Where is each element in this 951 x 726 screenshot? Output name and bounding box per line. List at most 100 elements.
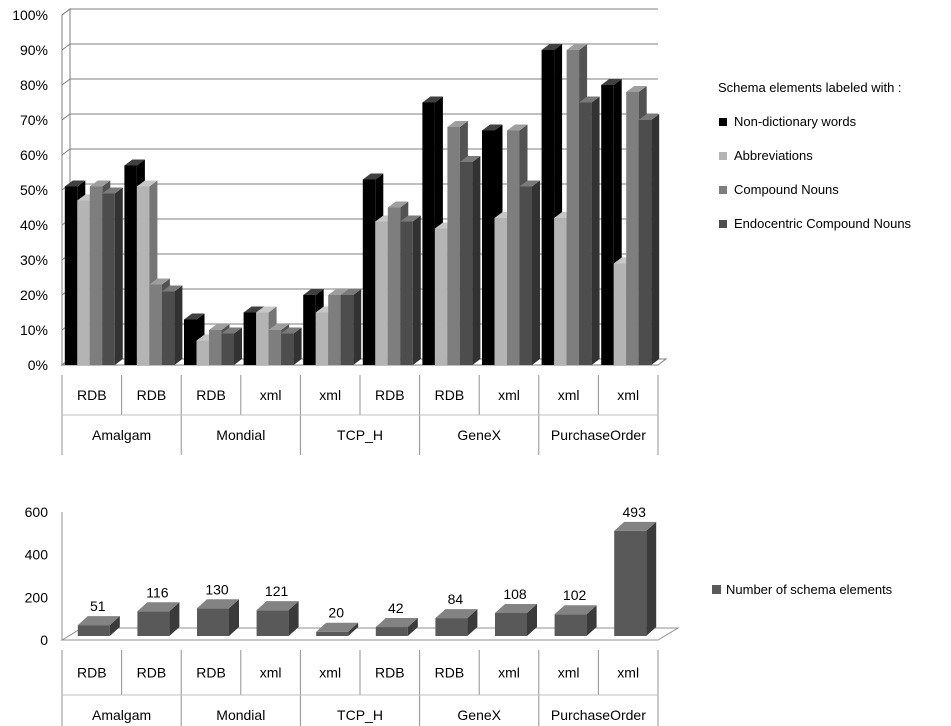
y-tick-label: 200 <box>25 589 49 605</box>
bar <box>459 156 481 365</box>
y-tick-label: 90% <box>20 42 48 58</box>
bar-front <box>626 92 639 365</box>
bar-front <box>434 228 448 365</box>
bar-side <box>288 601 299 636</box>
bar-top <box>64 180 86 187</box>
bar-side <box>348 622 359 636</box>
bar-top <box>579 96 600 103</box>
bar-top <box>614 521 657 531</box>
bar <box>400 215 421 365</box>
bar-front <box>209 330 222 365</box>
data-label: 84 <box>448 591 464 607</box>
bar <box>495 603 537 636</box>
bar-top <box>554 605 597 615</box>
bar-front <box>519 186 532 365</box>
gridline <box>61 8 658 16</box>
bar-side <box>586 605 597 636</box>
bar-side <box>591 96 600 365</box>
bar-front <box>316 631 349 636</box>
bar-side <box>467 609 478 636</box>
bar-front <box>507 130 520 365</box>
bar <box>102 187 123 365</box>
bar-front <box>303 295 316 365</box>
bar-top <box>375 618 418 628</box>
bar-top <box>124 159 145 166</box>
category-label: xml <box>319 665 341 681</box>
y-tick-label: 600 <box>25 504 49 520</box>
y-tick-label: 100% <box>12 7 48 23</box>
y-tick-label: 20% <box>20 287 48 303</box>
bar-top <box>136 180 158 187</box>
bar <box>638 114 660 365</box>
category-label: xml <box>260 387 282 403</box>
y-tick-label: 0% <box>28 357 48 373</box>
bar <box>519 180 540 365</box>
bar-top <box>638 114 660 120</box>
bar-front <box>221 333 234 365</box>
bar-front <box>362 179 376 365</box>
bar-top <box>482 124 503 131</box>
category-label: RDB <box>435 665 465 681</box>
bar-front <box>495 612 527 636</box>
bar-top <box>256 601 299 611</box>
bar-top <box>507 124 528 131</box>
legend-swatch <box>719 220 727 228</box>
bar-front <box>124 165 137 365</box>
bar-front <box>256 610 289 636</box>
bar-top <box>601 79 622 85</box>
y-tick-label: 60% <box>20 147 48 163</box>
data-label: 51 <box>90 598 106 614</box>
gridline <box>61 113 658 121</box>
data-label: 42 <box>388 600 404 616</box>
bar <box>137 602 180 636</box>
category-label: RDB <box>77 665 107 681</box>
category-label: RDB <box>196 387 226 403</box>
group-label: GeneX <box>457 707 501 723</box>
group-label: Amalgam <box>92 707 151 723</box>
legend-entry: Endocentric Compound Nouns <box>734 216 912 231</box>
bar-front <box>494 218 507 365</box>
bar-top <box>566 44 588 50</box>
bar-top <box>102 187 123 194</box>
bar-front <box>137 611 170 636</box>
bar-front <box>554 614 587 636</box>
bar-side <box>229 599 239 636</box>
y-tick-label: 10% <box>20 322 48 338</box>
group-label: Mondial <box>216 707 265 723</box>
bar-top <box>281 327 302 334</box>
bar-side <box>174 285 183 365</box>
bar <box>435 609 478 636</box>
category-label: xml <box>498 387 520 403</box>
category-label: RDB <box>375 665 405 681</box>
data-label: 108 <box>503 586 527 602</box>
bar-top <box>447 121 468 127</box>
bar-top <box>149 278 170 285</box>
category-label: xml <box>558 665 580 681</box>
bar-front <box>541 50 555 365</box>
bar <box>281 327 302 365</box>
data-label: 493 <box>623 504 647 520</box>
bar <box>579 96 600 365</box>
bar-top <box>316 622 359 632</box>
bar-top <box>77 616 120 626</box>
legend-entry: Abbreviations <box>734 148 813 163</box>
gridline <box>61 78 658 86</box>
legend-swatch <box>719 152 727 160</box>
bar-front <box>243 312 257 365</box>
category-label: RDB <box>77 387 107 403</box>
bar-front <box>387 207 401 365</box>
bar-top <box>435 609 478 619</box>
bar-front <box>149 284 162 365</box>
bar-front <box>579 102 592 365</box>
group-label: Mondial <box>216 427 265 443</box>
bar-side <box>169 602 180 636</box>
group-label: Amalgam <box>92 427 151 443</box>
y-tick-label: 40% <box>20 217 48 233</box>
bar-front <box>268 330 282 365</box>
bar-side <box>234 327 242 365</box>
bar-top <box>221 327 242 334</box>
bar-front <box>554 218 567 365</box>
bar <box>77 616 120 636</box>
bar-top <box>89 180 111 187</box>
